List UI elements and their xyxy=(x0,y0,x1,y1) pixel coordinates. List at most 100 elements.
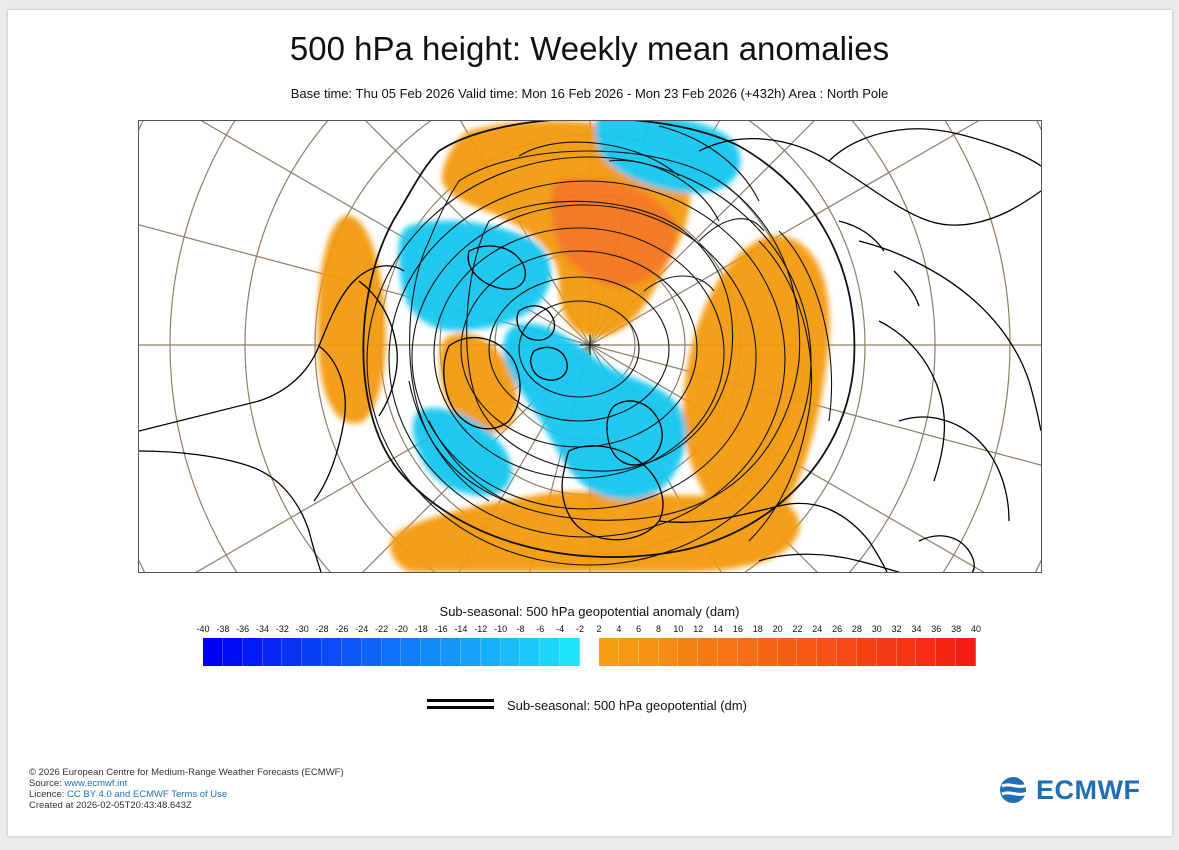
colorbar-cell-positive xyxy=(618,638,639,666)
created-timestamp: Created at 2026-02-05T20:43:48.643Z xyxy=(29,800,192,811)
colorbar-cell-negative xyxy=(341,638,362,666)
colorbar-cell-positive xyxy=(817,638,838,666)
colorbar-tick-label: -10 xyxy=(494,624,508,634)
colorbar-tick-label: -6 xyxy=(536,624,545,634)
ecmwf-logo-text: ECMWF xyxy=(1036,775,1141,805)
colorbar-tick-label: 6 xyxy=(636,624,642,634)
colorbar-tick-label: 12 xyxy=(693,624,704,634)
colorbar-tick-label: -40 xyxy=(196,624,210,634)
colorbar-tick-label: 40 xyxy=(970,624,982,634)
colorbar-cell-negative xyxy=(203,638,223,666)
north-pole-marker xyxy=(580,335,600,355)
colorbar-tick-label: -2 xyxy=(575,624,585,634)
colorbar-tick-label: 32 xyxy=(891,624,902,634)
colorbar-cell-positive xyxy=(956,638,976,666)
negative-anomaly-atlantic-west xyxy=(412,407,512,496)
colorbar-tick-label: -20 xyxy=(394,624,408,634)
colorbar-tick-label: -12 xyxy=(474,624,488,634)
colorbar-tick-label: -14 xyxy=(454,624,468,634)
colorbar-ticks: -40 -38 -36 -34 -32 -30 -28 -26 -24 -22 -20 -18 -16-… xyxy=(0,624,1179,638)
colorbar-tick-label: -22 xyxy=(375,624,389,634)
colorbar-cell-positive xyxy=(837,638,857,666)
anomaly-shading xyxy=(317,121,830,572)
ecmwf-logo-icon xyxy=(1000,777,1031,803)
positive-anomaly-siberia-band xyxy=(713,306,765,411)
colorbar-cell-negative xyxy=(460,638,481,666)
footer-credits: © 2026 European Centre for Medium-Range … xyxy=(29,767,344,811)
colorbar-tick-label: -34 xyxy=(256,624,270,634)
colorbar-tick-label: -4 xyxy=(556,624,565,634)
colorbar-cell-negative xyxy=(421,638,442,666)
negative-anomaly-arctic-top xyxy=(595,121,741,194)
colorbar-cell-positive xyxy=(698,638,719,666)
colorbar-cell-positive xyxy=(718,638,738,666)
licence-link[interactable]: CC BY 4.0 and ECMWF Terms of Use xyxy=(67,789,228,800)
colorbar-cell-positive xyxy=(638,638,659,666)
coastlines xyxy=(139,128,1041,572)
colorbar-cell-negative xyxy=(480,638,501,666)
negative-anomaly-greenland-europe xyxy=(503,323,687,500)
colorbar-cell-negative xyxy=(242,638,263,666)
colorbar-cell-negative xyxy=(262,638,283,666)
colorbar-cell-positive xyxy=(737,638,758,666)
colorbar-tick-label: -36 xyxy=(236,624,250,634)
colorbar-cell-negative xyxy=(322,638,342,666)
colorbar-tick-label: 20 xyxy=(772,624,783,634)
colorbar-tick-label: 16 xyxy=(732,624,743,634)
source-link[interactable]: www.ecmwf.int xyxy=(64,778,128,789)
colorbar xyxy=(0,638,1179,668)
colorbar-tick-label: -26 xyxy=(335,624,349,634)
colorbar-cell-positive xyxy=(757,638,778,666)
colorbar-tick-label: 14 xyxy=(713,624,724,634)
contour-legend-line xyxy=(427,697,494,711)
colorbar-tick-label: 22 xyxy=(792,624,803,634)
colorbar-cell-positive xyxy=(777,638,798,666)
colorbar-cell-negative xyxy=(222,638,243,666)
colorbar-tick-label: 38 xyxy=(951,624,962,634)
copyright-text: © 2026 European Centre for Medium-Range … xyxy=(29,767,344,778)
colorbar-tick-label: -30 xyxy=(295,624,309,634)
colorbar-cell-negative xyxy=(282,638,303,666)
colorbar-tick-label: 36 xyxy=(931,624,942,634)
ecmwf-logo: ECMWF xyxy=(998,775,1153,805)
positive-anomaly-west-america xyxy=(317,215,386,424)
colorbar-tick-label: -32 xyxy=(275,624,289,634)
colorbar-tick-label: 18 xyxy=(752,624,763,634)
colorbar-tick-label: 34 xyxy=(911,624,922,634)
colorbar-cell-positive xyxy=(876,638,897,666)
polar-map-svg xyxy=(139,121,1041,572)
colorbar-cell-positive xyxy=(797,638,818,666)
colorbar-tick-label: -8 xyxy=(516,624,525,634)
colorbar-cell-negative xyxy=(381,638,402,666)
colorbar-tick-label: 30 xyxy=(871,624,882,634)
contour-legend-label: Sub-seasonal: 500 hPa geopotential (dm) xyxy=(507,698,747,713)
positive-anomaly-greenland-west xyxy=(439,333,518,434)
colorbar-tick-label: -16 xyxy=(434,624,448,634)
colorbar-tick-label: 10 xyxy=(673,624,684,634)
positive-anomaly-atlantic-south xyxy=(390,491,800,572)
colorbar-tick-label: -38 xyxy=(216,624,230,634)
source-line: Source: www.ecmwf.int xyxy=(29,778,128,789)
colorbar-cell-positive xyxy=(599,638,619,666)
colorbar-cell-negative xyxy=(401,638,422,666)
colorbar-cell-positive xyxy=(936,638,957,666)
colorbar-tick-label: -24 xyxy=(355,624,369,634)
colorbar-cell-negative xyxy=(361,638,382,666)
colorbar-cell-positive xyxy=(678,638,699,666)
colorbar-title: Sub-seasonal: 500 hPa geopotential anoma… xyxy=(439,604,740,619)
negative-anomaly-canada xyxy=(398,220,552,331)
licence-line: Licence: CC BY 4.0 and ECMWF Terms of Us… xyxy=(29,789,228,800)
colorbar-tick-label: 28 xyxy=(851,624,862,634)
colorbar-tick-label: -18 xyxy=(414,624,428,634)
colorbar-tick-label: 4 xyxy=(616,624,622,634)
colorbar-tick-label: 26 xyxy=(832,624,843,634)
colorbar-cell-positive xyxy=(658,638,679,666)
colorbar-cell-negative xyxy=(560,638,580,666)
colorbar-tick-label: 2 xyxy=(596,624,602,634)
colorbar-cell-negative xyxy=(500,638,521,666)
colorbar-tick-label: 24 xyxy=(812,624,823,634)
colorbar-cell-positive xyxy=(896,638,917,666)
colorbar-cell-negative xyxy=(441,638,461,666)
colorbar-cell-positive xyxy=(856,638,877,666)
colorbar-tick-label: -28 xyxy=(315,624,329,634)
